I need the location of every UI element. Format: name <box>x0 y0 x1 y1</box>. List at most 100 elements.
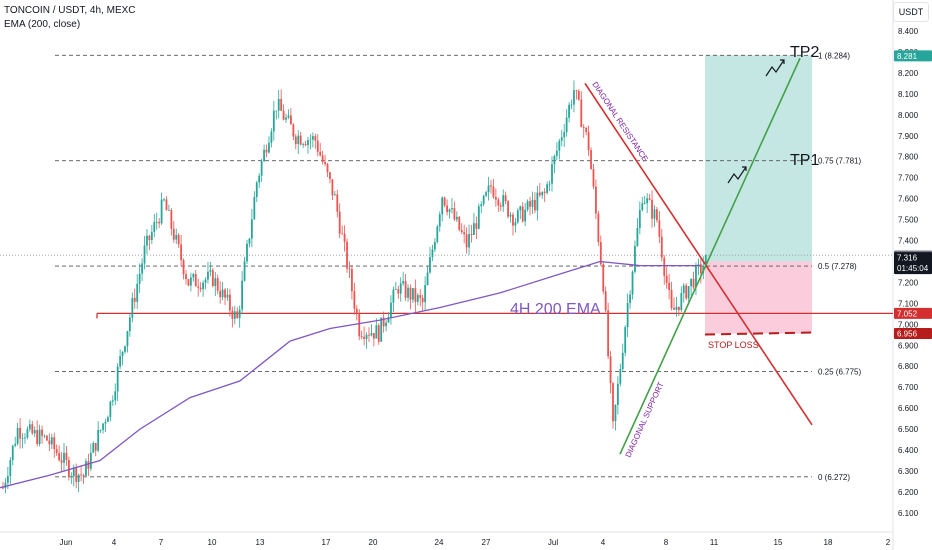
candle-body <box>182 260 185 275</box>
candle-body <box>534 199 536 211</box>
candle-body <box>553 155 556 165</box>
time-tick-label: 4 <box>112 538 117 547</box>
candle-body <box>6 476 9 483</box>
candle-body <box>124 346 126 352</box>
time-tick-label: 13 <box>256 538 265 547</box>
time-tick-label: 17 <box>322 538 331 547</box>
price-tick-label: 8.100 <box>898 90 919 99</box>
candle-body <box>353 291 356 309</box>
candle-body <box>21 437 24 439</box>
candle-body <box>160 199 163 224</box>
candle-body <box>624 327 627 353</box>
candle-body <box>421 297 424 303</box>
currency-button[interactable]: USDT <box>893 2 929 22</box>
candle-body <box>599 242 602 265</box>
candle-body <box>575 90 578 92</box>
candle-body <box>2 487 4 489</box>
candle-body <box>314 136 317 141</box>
candle-body <box>263 149 265 162</box>
candle-body <box>614 404 617 422</box>
candle-body <box>175 234 178 240</box>
candle-body <box>653 209 656 219</box>
candle-body <box>592 169 595 187</box>
price-axis[interactable]: 8.4008.3008.2008.1008.0007.9007.8007.700… <box>898 27 919 518</box>
tp2-arrow-icon <box>765 59 785 77</box>
candle-body <box>509 214 512 217</box>
price-tick-label: 7.400 <box>898 237 919 246</box>
candle-body <box>9 460 12 477</box>
candle-body <box>309 139 312 141</box>
candle-body <box>663 257 666 276</box>
candle-body <box>282 110 285 120</box>
diagonal-support-line <box>619 57 801 455</box>
candle-body <box>597 213 600 243</box>
candle-body <box>648 198 651 200</box>
candle-body <box>33 430 36 434</box>
candle-body <box>131 297 134 318</box>
candle-body <box>111 400 114 402</box>
candle-body <box>346 241 348 269</box>
indicator-title[interactable]: EMA (200, close) <box>4 19 81 30</box>
candle-body <box>409 287 412 300</box>
candle-body <box>582 127 585 128</box>
candle-body <box>612 383 614 422</box>
candle-body <box>153 222 156 232</box>
candle-body <box>216 278 219 291</box>
zones-layer <box>704 55 813 336</box>
time-axis[interactable]: Jun 4 7 10 13 17 20 24 27 Jul 4 8 11 15 18 2 <box>60 538 891 547</box>
candle-body <box>299 135 302 145</box>
candle-body <box>468 234 470 248</box>
candle-body <box>168 210 170 211</box>
candle-body <box>590 150 592 170</box>
candle-body <box>265 149 268 153</box>
candle-body <box>687 286 690 299</box>
candle-body <box>390 302 392 318</box>
candle-body <box>497 199 500 206</box>
symbol-title[interactable]: TONCOIN / USDT, 4h, MEXC <box>4 5 136 16</box>
candle-body <box>133 297 136 302</box>
candle-body <box>494 197 497 200</box>
candle-body <box>695 266 697 288</box>
candle-body <box>585 127 588 132</box>
candle-body <box>458 216 461 230</box>
candle-body <box>473 223 475 235</box>
candle-body <box>238 309 241 319</box>
candle-body <box>604 291 607 311</box>
candle-body <box>619 369 622 384</box>
candle-body <box>641 203 644 211</box>
candle-body <box>19 427 21 439</box>
candle-body <box>189 277 192 286</box>
candle-body <box>41 429 43 436</box>
candle-body <box>377 325 380 342</box>
price-tick-label: 7.800 <box>898 153 919 162</box>
candle-body <box>58 453 61 461</box>
candle-body <box>516 210 519 223</box>
candle-body <box>268 142 270 153</box>
candle-body <box>272 110 275 132</box>
candle-body <box>38 429 41 444</box>
candle-body <box>670 289 673 309</box>
candle-body <box>177 234 180 245</box>
fib-level-label: 0.75 (7.781) <box>818 157 861 166</box>
candle-body <box>477 206 480 229</box>
candle-body <box>646 198 649 204</box>
candle-body <box>77 474 80 482</box>
candle-body <box>72 467 75 477</box>
candle-body <box>548 183 551 185</box>
candle-body <box>80 474 82 476</box>
candle-body <box>392 289 395 303</box>
price-tag-box <box>894 50 932 62</box>
candle-body <box>577 90 580 100</box>
candle-body <box>521 206 524 222</box>
stop-loss-label: STOP LOSS <box>708 340 759 350</box>
candle-body <box>375 325 378 339</box>
candle-body <box>348 268 351 270</box>
candle-body <box>82 475 85 476</box>
candle-body <box>429 257 431 273</box>
candle-body <box>294 136 297 145</box>
candle-body <box>297 135 300 145</box>
candle-body <box>538 192 541 196</box>
tp1-label: TP1 <box>790 152 819 169</box>
time-tick-label: 7 <box>159 538 164 547</box>
